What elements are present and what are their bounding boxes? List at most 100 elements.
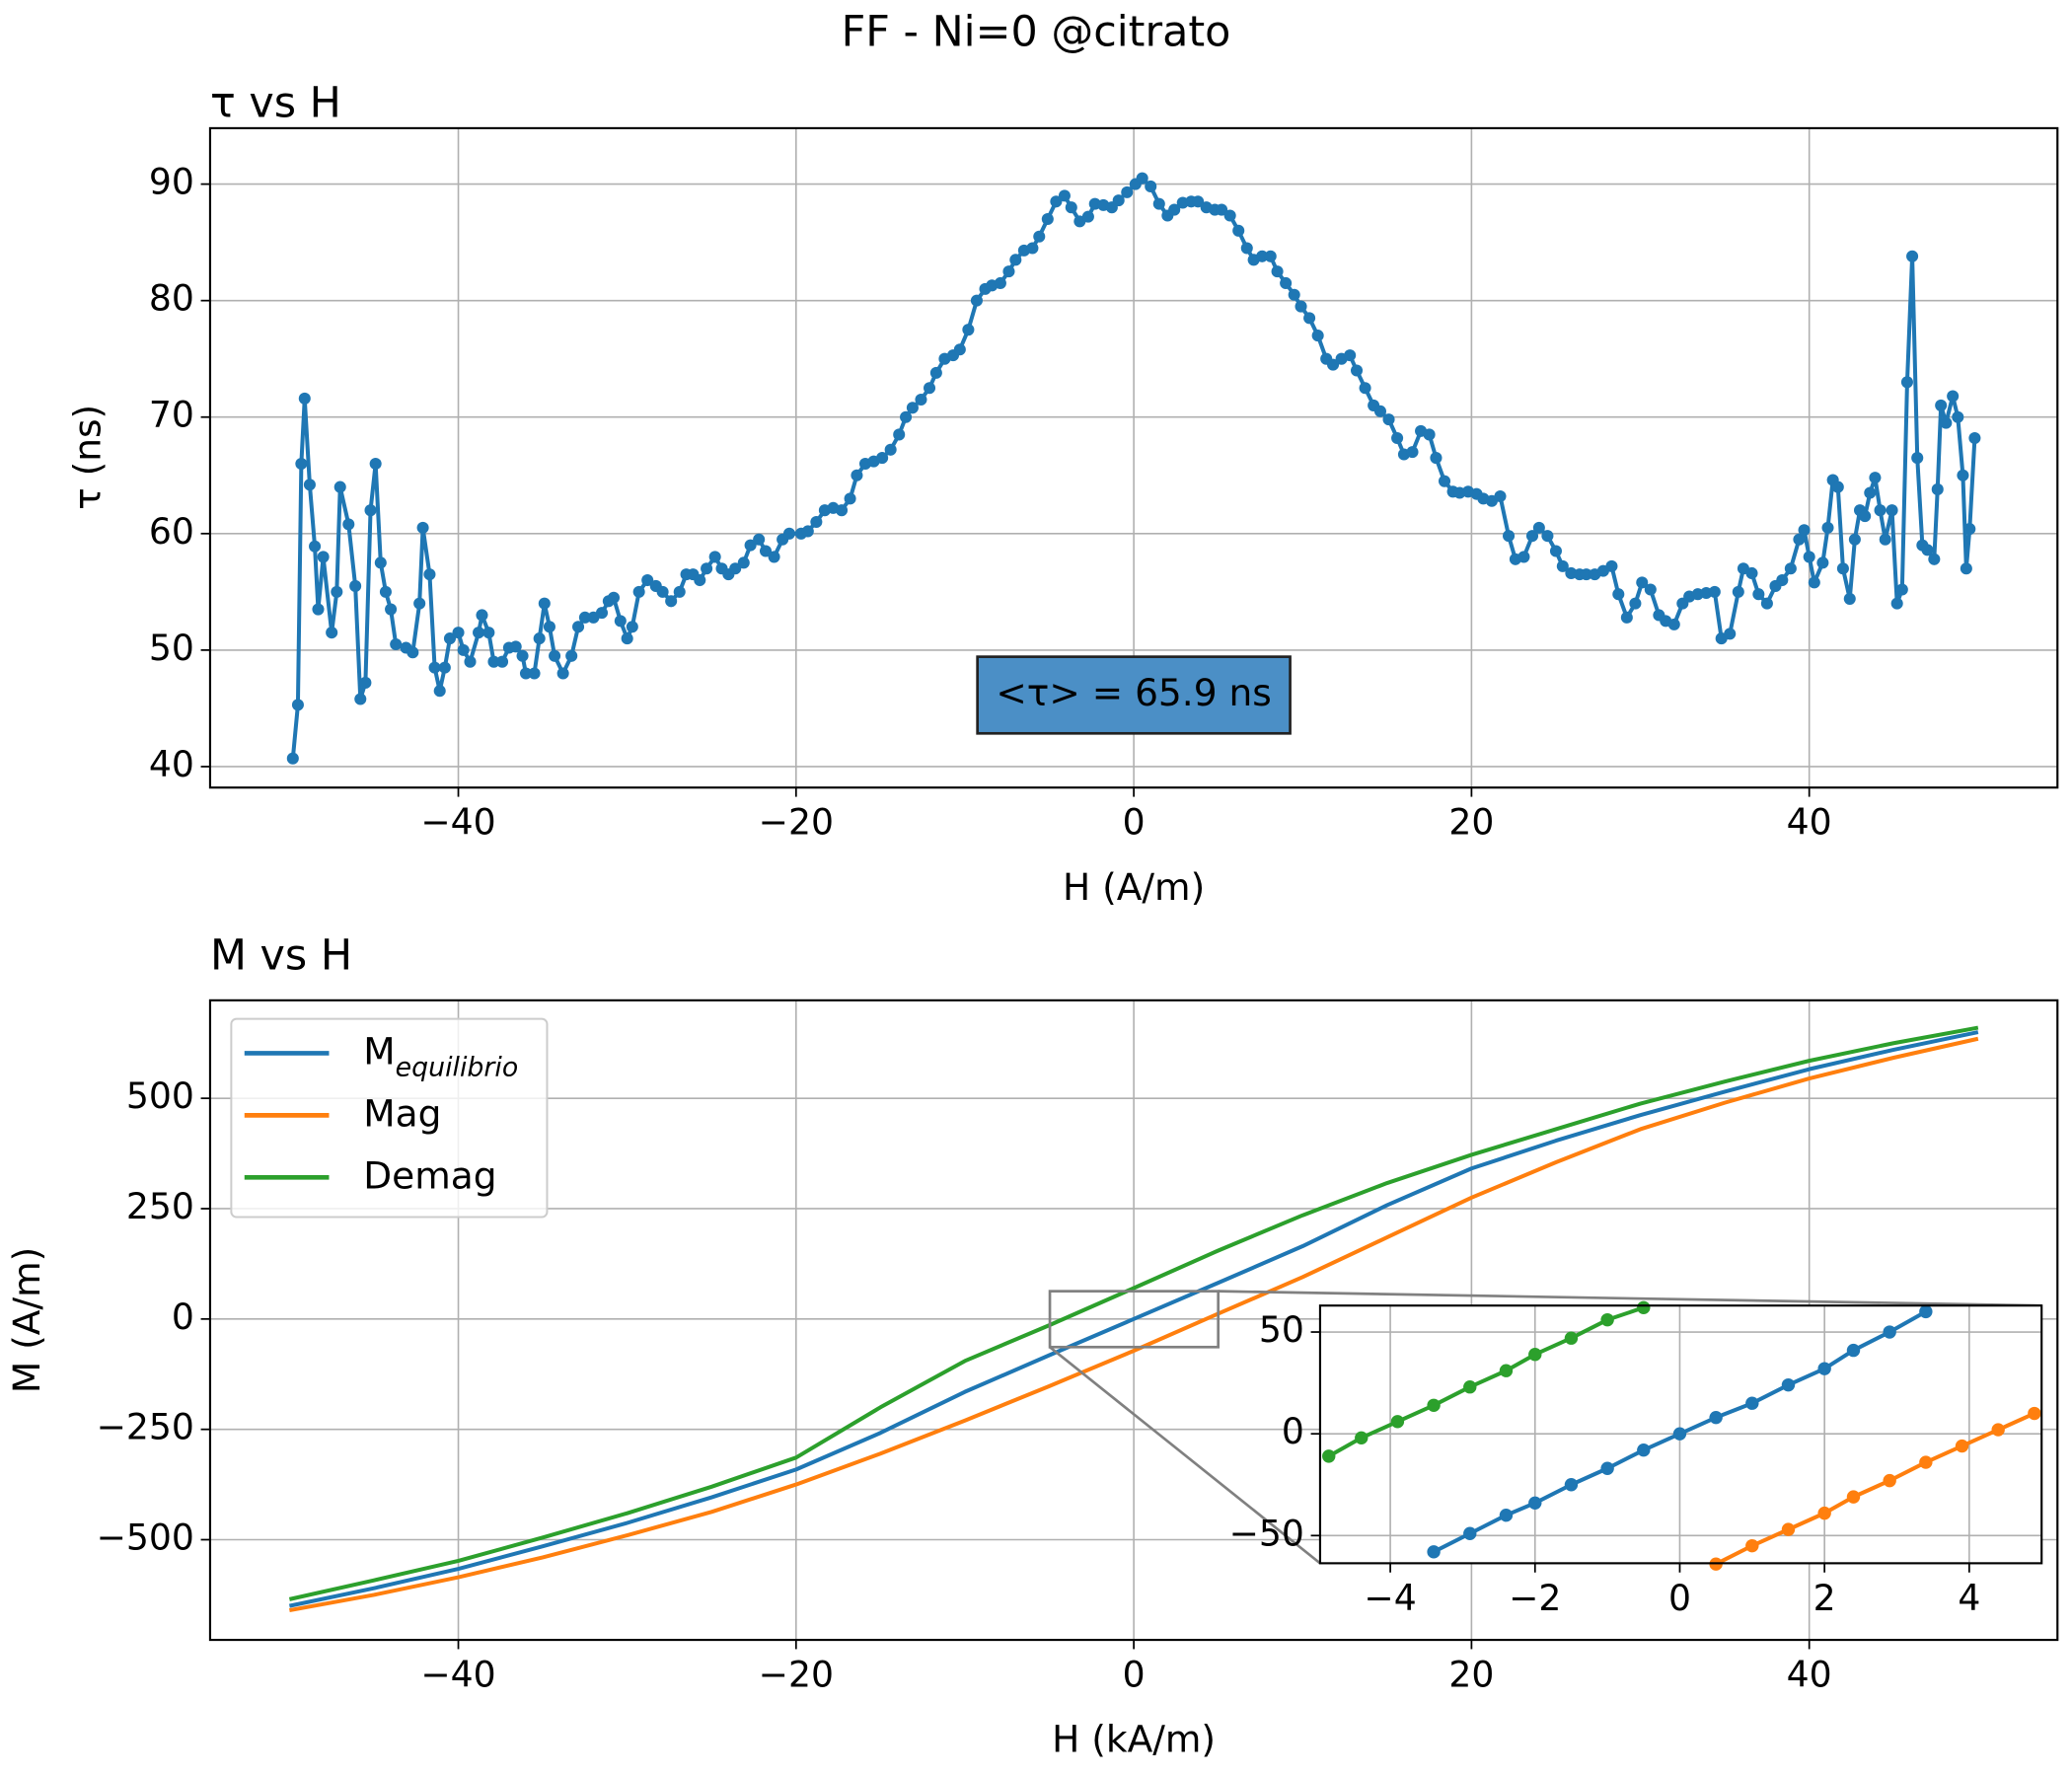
data-point	[1344, 349, 1357, 362]
y-tick-label: 50	[1259, 1308, 1304, 1351]
data-point	[1793, 533, 1806, 546]
data-point	[1406, 446, 1419, 459]
data-point	[413, 597, 426, 610]
data-point	[1781, 1377, 1796, 1392]
data-point	[801, 525, 814, 538]
data-point	[900, 410, 913, 423]
data-point	[578, 611, 591, 624]
data-point	[416, 521, 429, 534]
data-point	[1808, 576, 1820, 589]
y-tick-label: 40	[149, 743, 194, 785]
data-point	[1886, 504, 1898, 517]
data-point	[1963, 523, 1976, 536]
series-line	[1715, 1411, 2035, 1566]
data-point	[607, 591, 621, 604]
data-point	[665, 595, 678, 608]
data-point	[1935, 399, 1948, 411]
data-point	[374, 556, 387, 569]
data-point	[1549, 545, 1562, 557]
data-point	[1216, 203, 1228, 216]
legend-box	[230, 1017, 549, 1219]
x-tick-label: −4	[1364, 1577, 1416, 1619]
data-point	[1050, 195, 1063, 208]
data-point	[1911, 452, 1924, 465]
data-point	[543, 621, 555, 633]
y-tick-label: 60	[149, 510, 194, 553]
data-point	[1382, 413, 1395, 426]
data-point	[556, 667, 569, 680]
x-tick-label: 40	[1787, 801, 1832, 844]
data-point	[656, 585, 669, 598]
data-point	[390, 637, 403, 651]
data-point	[549, 649, 561, 662]
data-point	[457, 643, 470, 656]
data-point	[516, 649, 529, 662]
data-point	[906, 402, 919, 414]
data-point	[1427, 1398, 1441, 1412]
data-point	[286, 752, 299, 765]
data-point	[621, 632, 633, 645]
x-tick-label: 2	[1813, 1577, 1836, 1619]
data-point	[953, 343, 966, 356]
data-point	[1081, 210, 1094, 223]
data-point	[438, 661, 451, 674]
data-point	[1644, 583, 1657, 596]
annotation-text: <τ> = 65.9 ns	[996, 671, 1271, 714]
data-point	[317, 551, 330, 563]
x-tick-label: 20	[1448, 1654, 1494, 1696]
legend-label: Mag	[363, 1091, 441, 1135]
data-point	[1947, 390, 1960, 403]
data-point	[342, 518, 355, 531]
data-point	[1724, 628, 1737, 640]
data-point	[1776, 574, 1789, 587]
y-tick-label: 90	[149, 161, 194, 203]
data-point	[1781, 1522, 1796, 1536]
data-point	[1359, 382, 1371, 395]
series-line	[289, 1036, 1979, 1613]
data-point	[1928, 553, 1941, 565]
data-point	[1874, 504, 1887, 517]
data-point	[509, 640, 522, 653]
y-tick-label: 70	[149, 394, 194, 436]
data-point	[994, 276, 1006, 289]
data-point	[768, 551, 780, 563]
x-tick-label: −40	[420, 1654, 495, 1696]
legend-label-main: Demag	[363, 1153, 496, 1197]
data-point	[1921, 544, 1934, 556]
plot-frame	[1318, 1304, 2043, 1565]
y-tick-label: 50	[149, 627, 194, 669]
data-point	[1517, 551, 1530, 563]
data-point	[1580, 568, 1592, 581]
data-point	[1752, 588, 1765, 601]
data-point	[673, 585, 686, 598]
data-point	[884, 443, 897, 456]
data-point	[1637, 1443, 1651, 1457]
data-point	[1494, 490, 1507, 503]
legend-label: Mequilibrio	[363, 1029, 518, 1083]
data-point	[476, 609, 488, 622]
data-point	[1708, 585, 1721, 598]
data-point	[1145, 180, 1157, 192]
data-point	[1816, 556, 1829, 569]
data-point	[1503, 530, 1516, 543]
data-point	[929, 366, 942, 379]
data-point	[364, 504, 377, 517]
y-tick-label: 0	[1282, 1410, 1304, 1452]
data-point	[1033, 230, 1046, 243]
data-point	[1065, 201, 1077, 214]
data-point	[309, 540, 322, 553]
data-point	[1499, 1508, 1514, 1522]
data-point	[333, 481, 346, 493]
zoom-connector	[1049, 1346, 1321, 1565]
data-point	[1541, 530, 1554, 543]
data-point	[1223, 209, 1236, 222]
data-point	[1192, 195, 1205, 208]
data-point	[614, 615, 627, 628]
data-point	[1745, 1538, 1759, 1553]
data-point	[1528, 1348, 1542, 1362]
data-point	[428, 661, 441, 674]
x-axis-label: H (A/m)	[1063, 865, 1205, 909]
data-point	[1121, 185, 1134, 198]
